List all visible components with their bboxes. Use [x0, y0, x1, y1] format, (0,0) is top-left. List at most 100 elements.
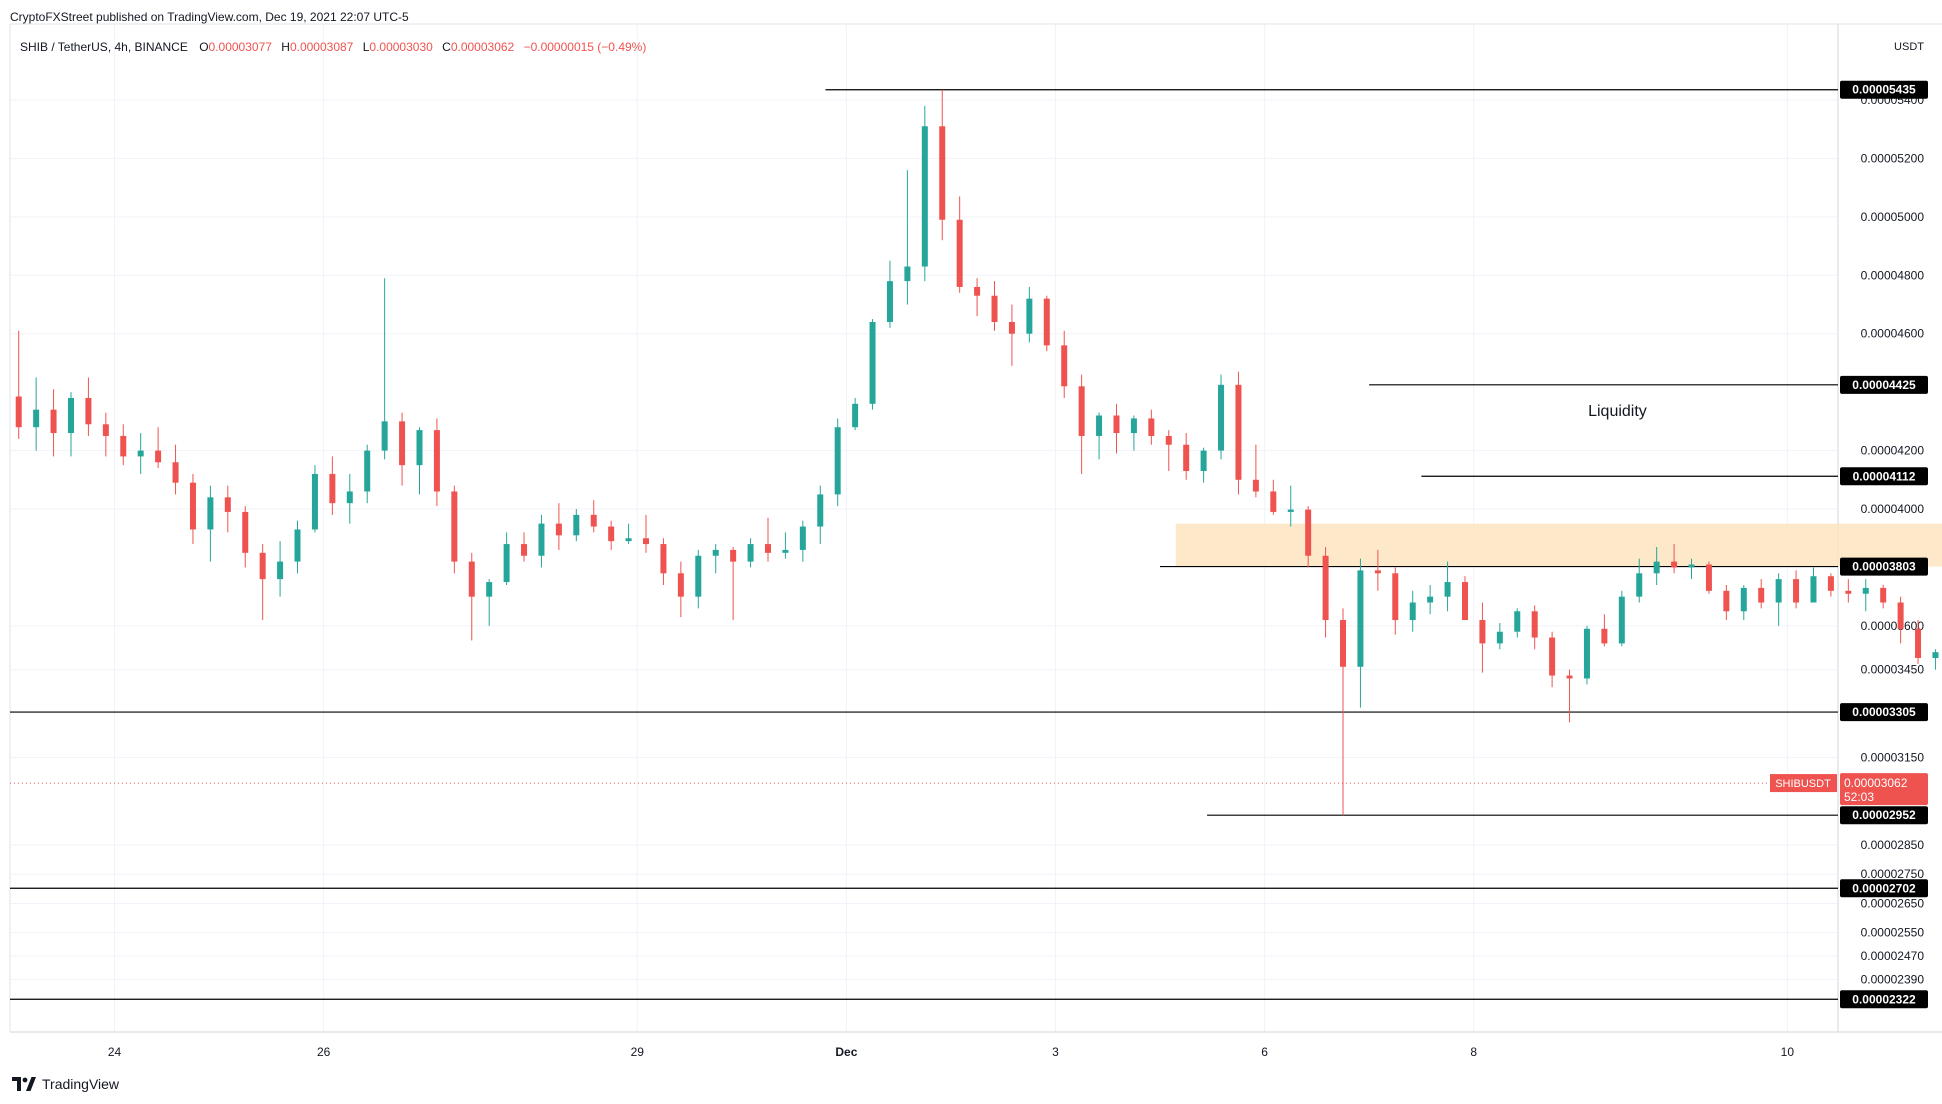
candle-body — [468, 561, 475, 597]
y-tick-label: 0.00002750 — [1861, 867, 1925, 881]
candle-body — [277, 561, 284, 580]
candle-body — [764, 544, 771, 553]
candle-body — [1008, 322, 1015, 334]
candle-body — [1270, 491, 1277, 512]
y-tick-label: 0.00005000 — [1861, 210, 1925, 224]
candle-body — [1061, 345, 1068, 387]
candle-body — [1583, 628, 1590, 679]
candle-body — [799, 526, 806, 550]
candle-body — [1130, 418, 1137, 434]
candle-body — [747, 544, 754, 562]
level-price-label: 0.00002702 — [1852, 881, 1916, 895]
level-price-label: 0.00004112 — [1853, 469, 1916, 483]
y-tick-label: 0.00004600 — [1861, 327, 1925, 341]
x-tick-label: 24 — [108, 1045, 122, 1059]
candle-body — [712, 549, 719, 556]
candle-body — [869, 322, 876, 404]
candle-body — [1183, 444, 1190, 472]
candle-body — [1096, 415, 1103, 436]
candle-body — [1793, 579, 1800, 603]
candle-body — [1374, 570, 1381, 574]
candle-body — [33, 409, 40, 428]
candle-body — [1740, 587, 1747, 612]
y-tick-label: 0.00003600 — [1861, 619, 1925, 633]
candle-body — [974, 286, 981, 296]
publisher-note: CryptoFXStreet published on TradingView.… — [10, 10, 409, 24]
liquidity-zone — [1175, 523, 1942, 567]
close-label: C — [442, 40, 451, 54]
candle-body — [677, 573, 684, 597]
candle-body — [15, 396, 22, 428]
candle-body — [416, 430, 423, 466]
candle-body — [172, 462, 179, 483]
candle-body — [590, 514, 597, 527]
candle-body — [1444, 582, 1451, 597]
y-tick-label: 0.00002470 — [1861, 949, 1925, 963]
candle-body — [329, 473, 336, 504]
bar-countdown: 52:03 — [1844, 790, 1874, 804]
candle-body — [1148, 418, 1155, 436]
y-tick-label: 0.00004200 — [1861, 444, 1925, 458]
candle-body — [1758, 587, 1765, 603]
candle-body — [956, 219, 963, 287]
axis-currency-label: USDT — [1894, 41, 1924, 53]
candle-body — [1409, 602, 1416, 621]
candle-body — [242, 511, 249, 553]
candle-body — [834, 427, 841, 495]
candle-body — [695, 555, 702, 597]
symbol-legend: SHIB / TetherUS, 4h, BINANCE O0.00003077… — [20, 40, 652, 54]
low-value: 0.00003030 — [369, 40, 433, 54]
level-price-label: 0.00003803 — [1852, 560, 1916, 574]
open-label: O — [199, 40, 209, 54]
y-tick-label: 0.00004000 — [1861, 502, 1925, 516]
candle-body — [1165, 435, 1172, 445]
level-price-label: 0.00005435 — [1852, 83, 1916, 97]
candle-body — [1496, 631, 1503, 644]
candle-body — [1827, 576, 1834, 591]
candle-body — [1775, 579, 1782, 603]
candle-body — [1932, 652, 1939, 659]
tradingview-brand[interactable]: TradingView — [12, 1076, 119, 1092]
candle-body — [451, 491, 458, 562]
candle-body — [921, 126, 928, 267]
candle-body — [1862, 587, 1869, 594]
candle-body — [886, 281, 893, 323]
y-tick-label: 0.00002550 — [1861, 926, 1925, 940]
y-tick-label: 0.00003150 — [1861, 750, 1925, 764]
level-price-badge — [1840, 80, 1928, 99]
candle-body — [155, 450, 162, 463]
candle-body — [1113, 415, 1120, 434]
high-label: H — [281, 40, 290, 54]
candle-body — [1845, 590, 1852, 594]
high-value: 0.00003087 — [289, 40, 354, 54]
symbol-price-tag — [1770, 774, 1837, 793]
level-price-badge — [1840, 557, 1928, 576]
candle-body — [1618, 596, 1625, 644]
candle-body — [503, 544, 510, 583]
candle-body — [1514, 611, 1521, 632]
last-price-badge — [1840, 773, 1928, 806]
candle-body — [1915, 628, 1922, 659]
candle-body — [1880, 587, 1887, 603]
candle-body — [991, 295, 998, 323]
candle-body — [1340, 620, 1347, 667]
y-tick-label: 0.00005200 — [1861, 151, 1925, 165]
x-tick-label: 6 — [1261, 1045, 1268, 1059]
symbol-label: SHIB / TetherUS, 4h, BINANCE — [20, 40, 188, 54]
candle-body — [294, 529, 301, 562]
candle-body — [1026, 298, 1033, 334]
candle-body — [364, 450, 371, 492]
candle-body — [137, 450, 144, 457]
candle-body — [120, 435, 127, 457]
candle-body — [1043, 298, 1050, 346]
candle-body — [50, 409, 57, 434]
candle-body — [904, 266, 911, 282]
level-price-badge — [1840, 375, 1928, 394]
candle-body — [1252, 479, 1259, 492]
candle-body — [1601, 628, 1608, 644]
candle-body — [1688, 564, 1695, 568]
candle-body — [433, 430, 440, 492]
candle-body — [259, 552, 266, 580]
candle-body — [1653, 561, 1660, 574]
